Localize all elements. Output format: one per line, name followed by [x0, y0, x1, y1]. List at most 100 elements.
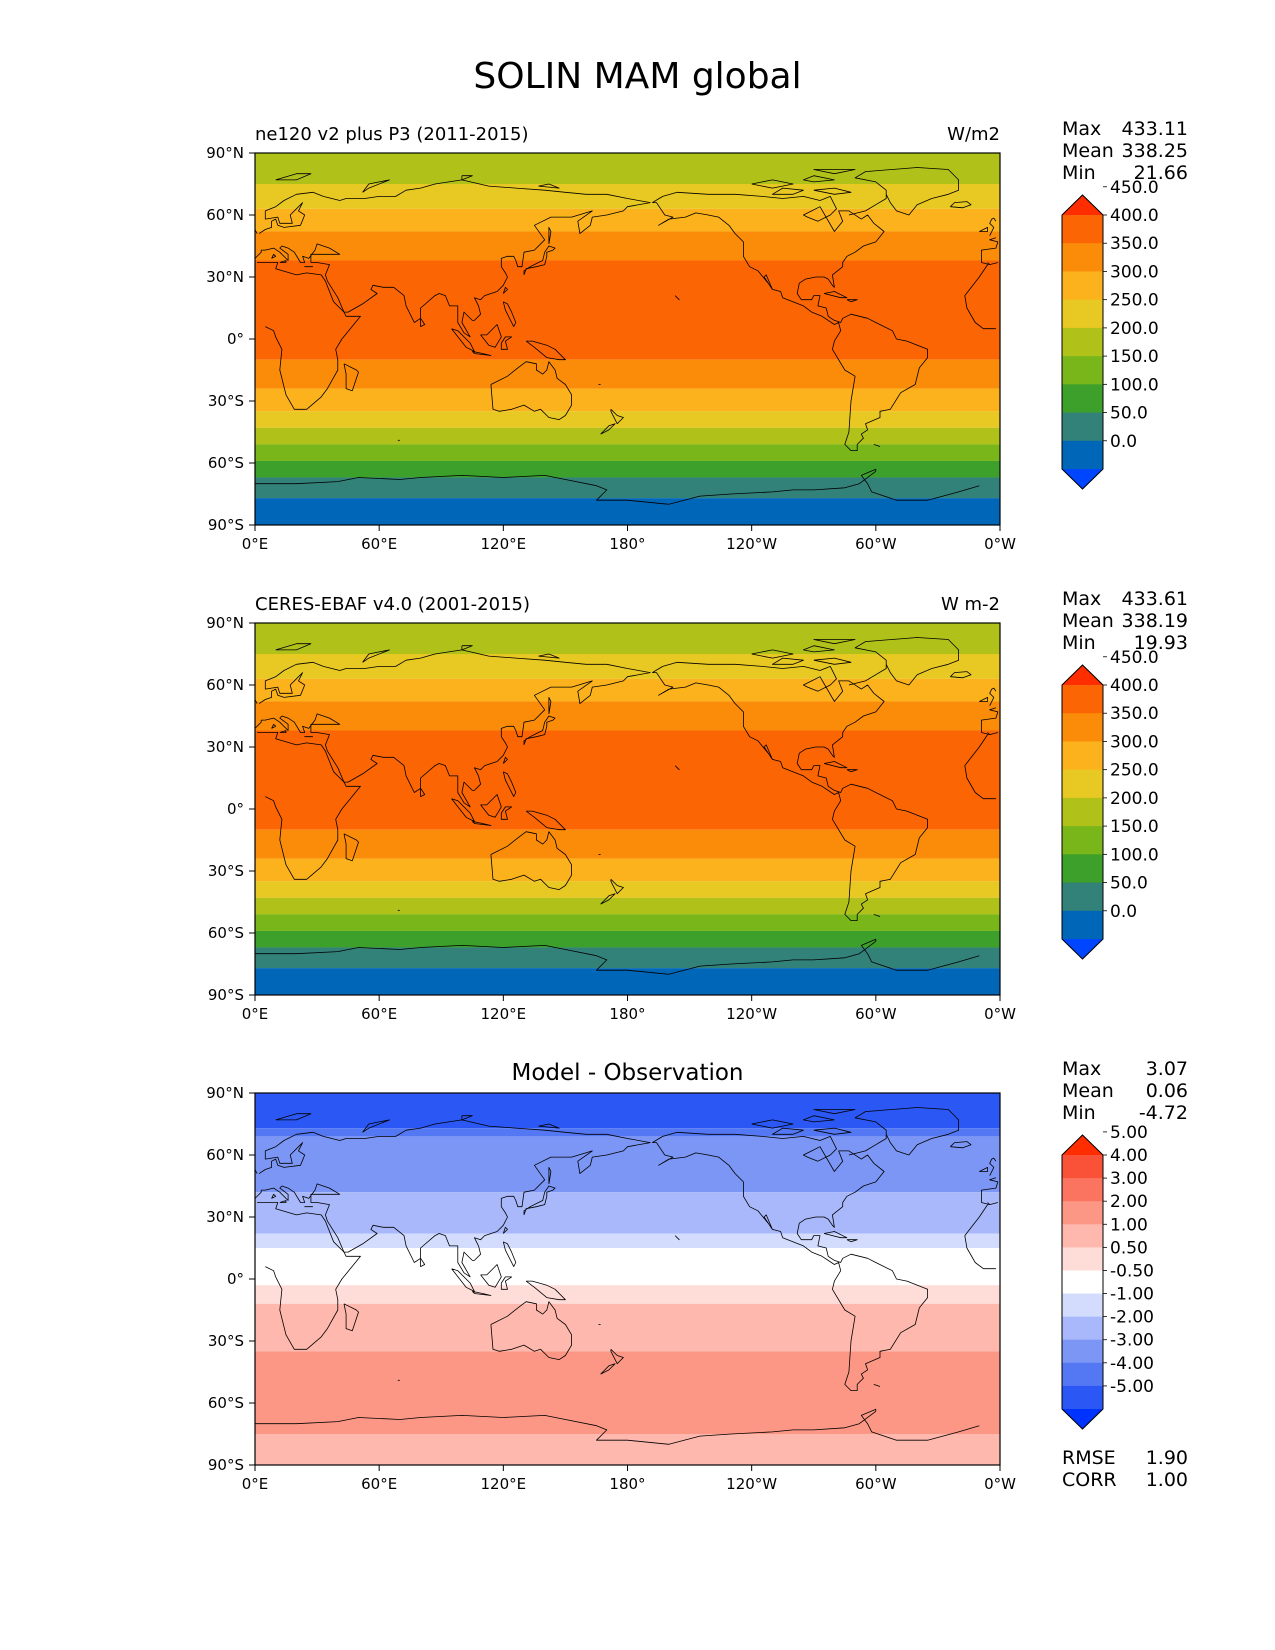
coastline [772, 657, 804, 665]
coastline [873, 914, 881, 917]
panel-units: W/m2 [947, 124, 1000, 145]
colorbar-label: 100.0 [1110, 375, 1159, 395]
lon-tick-label: 0°W [984, 1475, 1016, 1493]
coastlines [255, 637, 999, 975]
colorbar-segment [1062, 1385, 1103, 1410]
lat-band [255, 427, 1000, 445]
lat-band [255, 460, 1000, 478]
coastline [803, 1115, 835, 1123]
stat-label: Mean [1062, 1080, 1114, 1102]
lat-band [255, 208, 1000, 232]
coastline [610, 879, 624, 895]
coastline [279, 260, 287, 263]
coastline [950, 671, 972, 679]
colorbar-segment [1062, 243, 1103, 272]
lat-band [255, 1434, 1000, 1465]
stat-label: Mean [1062, 610, 1114, 632]
coastline [275, 643, 312, 651]
lon-tick-label: 180° [609, 1005, 645, 1023]
coastline [538, 653, 560, 659]
colorbar-segment [1062, 1155, 1103, 1179]
colorbar-segment [1062, 826, 1103, 855]
coastline [490, 831, 572, 890]
lat-band [255, 1093, 1000, 1129]
lat-tick-label: 90°S [208, 986, 244, 1004]
stat-label: CORR [1062, 1469, 1117, 1491]
coastline [451, 1268, 475, 1292]
stat-value: 1.00 [1146, 1469, 1188, 1491]
lat-tick-label: 60°S [208, 1394, 244, 1412]
lat-band [255, 1128, 1000, 1137]
map-panel-1: ne120 v2 plus P3 (2011-2015) W/m2 0°E 60°E 1… [206, 118, 1188, 553]
coastline [523, 245, 556, 276]
colorbar-segment [1062, 854, 1103, 884]
colorbar-segment [1062, 356, 1103, 385]
coastline [525, 1280, 566, 1301]
coastline [343, 1303, 359, 1332]
coastline [848, 167, 959, 216]
colorbar-outline [1061, 194, 1104, 490]
coastline [848, 1107, 959, 1156]
colorbar-extend-max [1062, 195, 1103, 215]
coastline [803, 175, 835, 183]
coastline [257, 732, 996, 880]
coastline [824, 1231, 848, 1239]
colorbar-label: 200.0 [1110, 789, 1159, 809]
colorbar-label: 0.0 [1110, 432, 1137, 452]
lat-band [255, 881, 1000, 898]
colorbar-label: 2.00 [1110, 1192, 1148, 1212]
colorbar-segment [1062, 327, 1103, 357]
colorbar-extend-min [1062, 939, 1103, 959]
coastline [279, 1200, 287, 1203]
colorbar-segment [1062, 882, 1103, 912]
coastline [271, 253, 277, 259]
lat-band [255, 678, 1000, 702]
colorbar-segment [1062, 797, 1103, 827]
coastline [600, 893, 616, 905]
lon-tick-label: 60°E [361, 1005, 397, 1023]
stat-value: 338.19 [1122, 610, 1188, 632]
lat-tick-label: 30°N [206, 738, 244, 756]
lat-tick-label: 30°S [208, 392, 244, 410]
lat-tick-label: 60°S [208, 454, 244, 472]
coastline [420, 318, 426, 327]
stat-label: Min [1062, 162, 1096, 184]
colorbar-label: 200.0 [1110, 319, 1159, 339]
coastline [343, 363, 359, 392]
coastline [979, 1167, 988, 1172]
colorbar-label: 300.0 [1110, 732, 1159, 752]
colorbar-extend-max [1062, 665, 1103, 685]
coastline [271, 723, 277, 729]
map-panel-2: CERES-EBAF v4.0 (2001-2015) W m-2 0°E 60°E 1… [206, 588, 1188, 1023]
lat-tick-label: 90°N [206, 1084, 244, 1102]
coastline [979, 697, 988, 702]
colorbar-extend-max [1062, 1135, 1103, 1155]
coastline [490, 361, 572, 420]
coastline [279, 730, 287, 733]
colorbar-label: 350.0 [1110, 234, 1159, 254]
lat-band [255, 1192, 1000, 1234]
coastline [674, 765, 680, 771]
lat-band [255, 897, 1000, 915]
coastline [813, 639, 856, 645]
colorbar-segment [1062, 412, 1103, 442]
coastline [255, 938, 980, 975]
lat-tick-label: 60°S [208, 924, 244, 942]
coastline [600, 423, 616, 435]
coastline [772, 187, 804, 195]
stat-value: 1.90 [1146, 1447, 1188, 1469]
coastlines [255, 167, 999, 505]
coastline [813, 1109, 856, 1115]
coastline [523, 1185, 556, 1216]
coastline [502, 756, 508, 764]
lat-tick-label: 0° [227, 330, 244, 348]
colorbar-label: 3.00 [1110, 1169, 1148, 1189]
coastline [979, 227, 988, 232]
lon-tick-label: 120°W [726, 1005, 777, 1023]
lat-band [255, 654, 1000, 679]
lat-band [255, 1285, 1000, 1304]
lat-band [255, 153, 1000, 184]
lon-tick-label: 60°W [855, 1005, 897, 1023]
lon-tick-label: 0°W [984, 1005, 1016, 1023]
